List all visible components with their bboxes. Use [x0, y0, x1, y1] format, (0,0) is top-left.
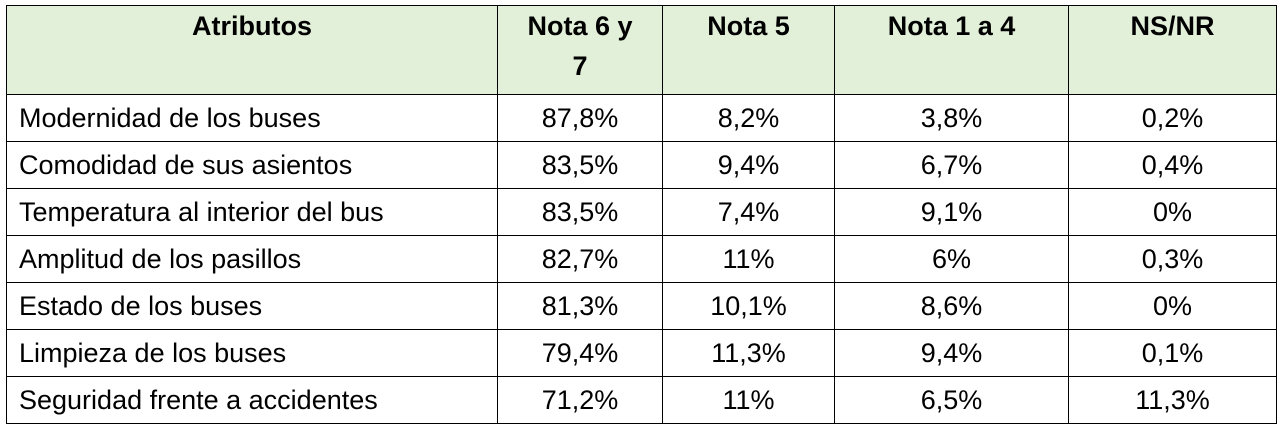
row-label: Comodidad de sus asientos [6, 141, 498, 189]
row-label: Seguridad frente a accidentes [6, 376, 498, 424]
cell: 82,7% [497, 235, 663, 283]
cell: 83,5% [497, 188, 663, 236]
cell: 3,8% [834, 94, 1069, 142]
row-label: Amplitud de los pasillos [6, 235, 498, 283]
table-body: Modernidad de los buses 87,8% 8,2% 3,8% 0,2%… [6, 94, 1277, 424]
cell: 0,3% [1068, 235, 1277, 283]
cell: 11% [662, 235, 835, 283]
cell: 81,3% [497, 282, 663, 330]
header-cell: Nota 5 [662, 5, 835, 95]
cell: 71,2% [497, 376, 663, 424]
row-label: Limpieza de los buses [6, 329, 498, 377]
cell: 0,2% [1068, 94, 1277, 142]
header-cell: Nota 1 a 4 [834, 5, 1069, 95]
cell: 0% [1068, 282, 1277, 330]
cell: 11,3% [662, 329, 835, 377]
cell: 6,5% [834, 376, 1069, 424]
table-row: Comodidad de sus asientos 83,5% 9,4% 6,7% 0,… [6, 141, 1277, 189]
cell: 9,4% [662, 141, 835, 189]
cell: 10,1% [662, 282, 835, 330]
cell: 9,1% [834, 188, 1069, 236]
cell: 79,4% [497, 329, 663, 377]
table-row: Estado de los buses 81,3% 10,1% 8,6% 0% [6, 282, 1277, 330]
table-row: Modernidad de los buses 87,8% 8,2% 3,8% 0,2% [6, 94, 1277, 142]
row-label: Estado de los buses [6, 282, 498, 330]
cell: 8,2% [662, 94, 835, 142]
cell: 87,8% [497, 94, 663, 142]
header-cell: Atributos [6, 5, 498, 95]
header-row: Atributos Nota 6 y 7 Nota 5 Nota 1 a 4 NS/NR [6, 5, 1277, 95]
table: Atributos Nota 6 y 7 Nota 5 Nota 1 a 4 NS/NR… [6, 5, 1277, 424]
cell: 11% [662, 376, 835, 424]
cell: 6,7% [834, 141, 1069, 189]
cell: 0% [1068, 188, 1277, 236]
cell: 83,5% [497, 141, 663, 189]
table-row: Seguridad frente a accidentes 71,2% 11% 6,5… [6, 376, 1277, 424]
cell: 7,4% [662, 188, 835, 236]
header-cell: NS/NR [1068, 5, 1277, 95]
cell: 0,1% [1068, 329, 1277, 377]
cell: 9,4% [834, 329, 1069, 377]
cell: 11,3% [1068, 376, 1277, 424]
row-label: Temperatura al interior del bus [6, 188, 498, 236]
table-header: Atributos Nota 6 y 7 Nota 5 Nota 1 a 4 NS/NR [6, 5, 1277, 95]
table-row: Limpieza de los buses 79,4% 11,3% 9,4% 0,1% [6, 329, 1277, 377]
row-label: Modernidad de los buses [6, 94, 498, 142]
table-row: Amplitud de los pasillos 82,7% 11% 6% 0,3% [6, 235, 1277, 283]
table-row: Temperatura al interior del bus 83,5% 7,4%… [6, 188, 1277, 236]
cell: 8,6% [834, 282, 1069, 330]
header-cell: Nota 6 y 7 [497, 5, 663, 95]
cell: 6% [834, 235, 1069, 283]
cell: 0,4% [1068, 141, 1277, 189]
